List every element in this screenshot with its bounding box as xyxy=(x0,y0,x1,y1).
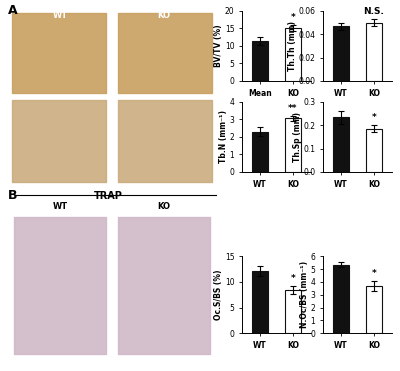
Text: *: * xyxy=(290,274,295,283)
Y-axis label: Th.Sp (mm): Th.Sp (mm) xyxy=(293,112,302,162)
Bar xyxy=(252,132,268,172)
Bar xyxy=(366,286,382,333)
Y-axis label: Oc.S/BS (%): Oc.S/BS (%) xyxy=(214,269,223,320)
Bar xyxy=(285,28,301,81)
Y-axis label: Tb.N (mm⁻¹): Tb.N (mm⁻¹) xyxy=(219,110,228,163)
Text: TRAP: TRAP xyxy=(94,191,122,201)
Y-axis label: BV/TV (%): BV/TV (%) xyxy=(214,24,223,67)
Text: *: * xyxy=(290,13,295,22)
Text: KO: KO xyxy=(158,202,170,211)
Text: B: B xyxy=(8,189,18,202)
Y-axis label: N.Oc/BS (mm⁻¹): N.Oc/BS (mm⁻¹) xyxy=(300,261,309,328)
Text: *: * xyxy=(372,114,376,122)
Text: WT: WT xyxy=(52,202,68,211)
Text: WT: WT xyxy=(52,11,68,20)
Bar xyxy=(285,290,301,333)
Text: *: * xyxy=(372,269,376,278)
Bar xyxy=(252,41,268,81)
Text: A: A xyxy=(8,4,18,17)
Bar xyxy=(333,26,349,81)
Y-axis label: Th.Th (mm): Th.Th (mm) xyxy=(288,21,297,71)
Bar xyxy=(366,23,382,81)
Text: KO: KO xyxy=(158,11,170,20)
Bar xyxy=(333,117,349,172)
Bar xyxy=(252,271,268,333)
Bar xyxy=(285,118,301,172)
Text: N.S.: N.S. xyxy=(364,7,384,16)
Text: **: ** xyxy=(288,104,298,113)
Bar xyxy=(366,129,382,172)
Bar xyxy=(333,265,349,333)
